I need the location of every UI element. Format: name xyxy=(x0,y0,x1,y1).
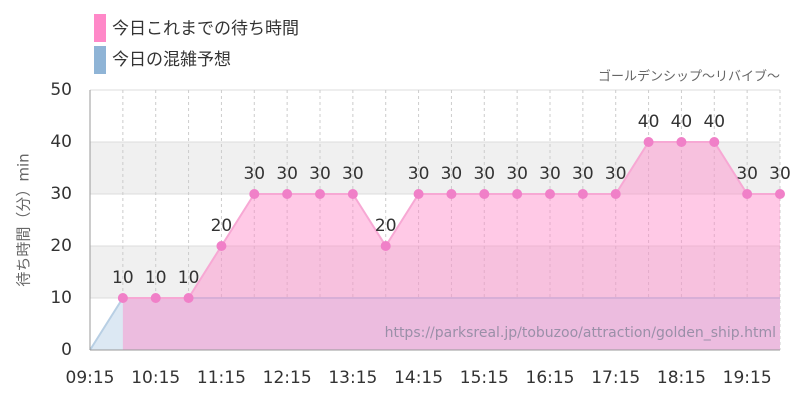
data-label: 30 xyxy=(342,164,364,184)
data-label: 10 xyxy=(145,268,167,288)
y-tick-label: 30 xyxy=(50,184,72,204)
x-tick-label: 13:15 xyxy=(328,368,377,388)
point xyxy=(676,137,687,147)
data-label: 30 xyxy=(408,164,430,184)
y-tick-label: 10 xyxy=(50,288,72,308)
y-tick-label: 0 xyxy=(61,340,72,360)
data-label: 20 xyxy=(211,216,233,236)
data-label: 30 xyxy=(309,164,331,184)
x-tick-label: 09:15 xyxy=(66,368,115,388)
x-tick-label: 14:15 xyxy=(394,368,443,388)
point xyxy=(282,189,293,199)
data-label: 10 xyxy=(112,268,134,288)
x-tick-label: 16:15 xyxy=(526,368,575,388)
area xyxy=(90,298,780,350)
data-label: 30 xyxy=(506,164,528,184)
point xyxy=(315,189,325,199)
subtitle: ゴールデンシップ〜リバイブ〜 xyxy=(598,69,780,85)
data-label: 30 xyxy=(769,164,791,184)
data-label: 20 xyxy=(375,216,397,236)
x-tick-label: 10:15 xyxy=(131,368,180,388)
data-label: 30 xyxy=(441,164,463,184)
point xyxy=(150,293,161,303)
x-tick-label: 15:15 xyxy=(460,368,509,388)
y-axis-label: 待ち時間（分）min xyxy=(15,153,33,286)
point xyxy=(249,189,260,199)
point xyxy=(709,137,720,147)
point xyxy=(775,189,785,199)
x-tick-label: 12:15 xyxy=(263,368,312,388)
x-tick-label: 11:15 xyxy=(197,368,246,388)
legend-swatch xyxy=(94,14,106,42)
grid-band xyxy=(90,142,780,194)
point xyxy=(643,137,654,147)
data-label: 40 xyxy=(638,112,660,132)
point xyxy=(446,189,457,199)
point xyxy=(577,189,588,199)
x-tick-label: 18:15 xyxy=(657,368,706,388)
point xyxy=(610,189,621,199)
point xyxy=(479,189,490,199)
point xyxy=(117,293,128,303)
point xyxy=(216,241,227,251)
point xyxy=(512,189,523,199)
point xyxy=(380,241,391,251)
x-tick-label: 17:15 xyxy=(591,368,640,388)
data-label: 30 xyxy=(243,164,265,184)
y-tick-label: 20 xyxy=(50,236,72,256)
legend-swatch xyxy=(94,46,106,74)
point xyxy=(183,293,194,303)
point xyxy=(545,189,555,199)
point xyxy=(742,189,753,199)
data-label: 40 xyxy=(703,112,725,132)
legend-label: 今日の混雑予想 xyxy=(112,50,231,70)
data-label: 40 xyxy=(671,112,693,132)
x-tick-label: 19:15 xyxy=(723,368,772,388)
line xyxy=(89,297,780,351)
point xyxy=(347,189,358,199)
legend-label: 今日これまでの待ち時間 xyxy=(112,19,299,39)
data-label: 30 xyxy=(736,164,758,184)
data-label: 30 xyxy=(572,164,594,184)
data-label: 30 xyxy=(276,164,298,184)
y-tick-label: 40 xyxy=(50,132,72,152)
point xyxy=(413,189,424,199)
data-label: 30 xyxy=(605,164,627,184)
y-tick-label: 50 xyxy=(50,80,72,100)
data-label: 30 xyxy=(539,164,561,184)
data-label: 30 xyxy=(473,164,495,184)
watermark: https://parksreal.jp/tobuzoo/attraction/… xyxy=(385,325,776,341)
data-label: 10 xyxy=(178,268,200,288)
